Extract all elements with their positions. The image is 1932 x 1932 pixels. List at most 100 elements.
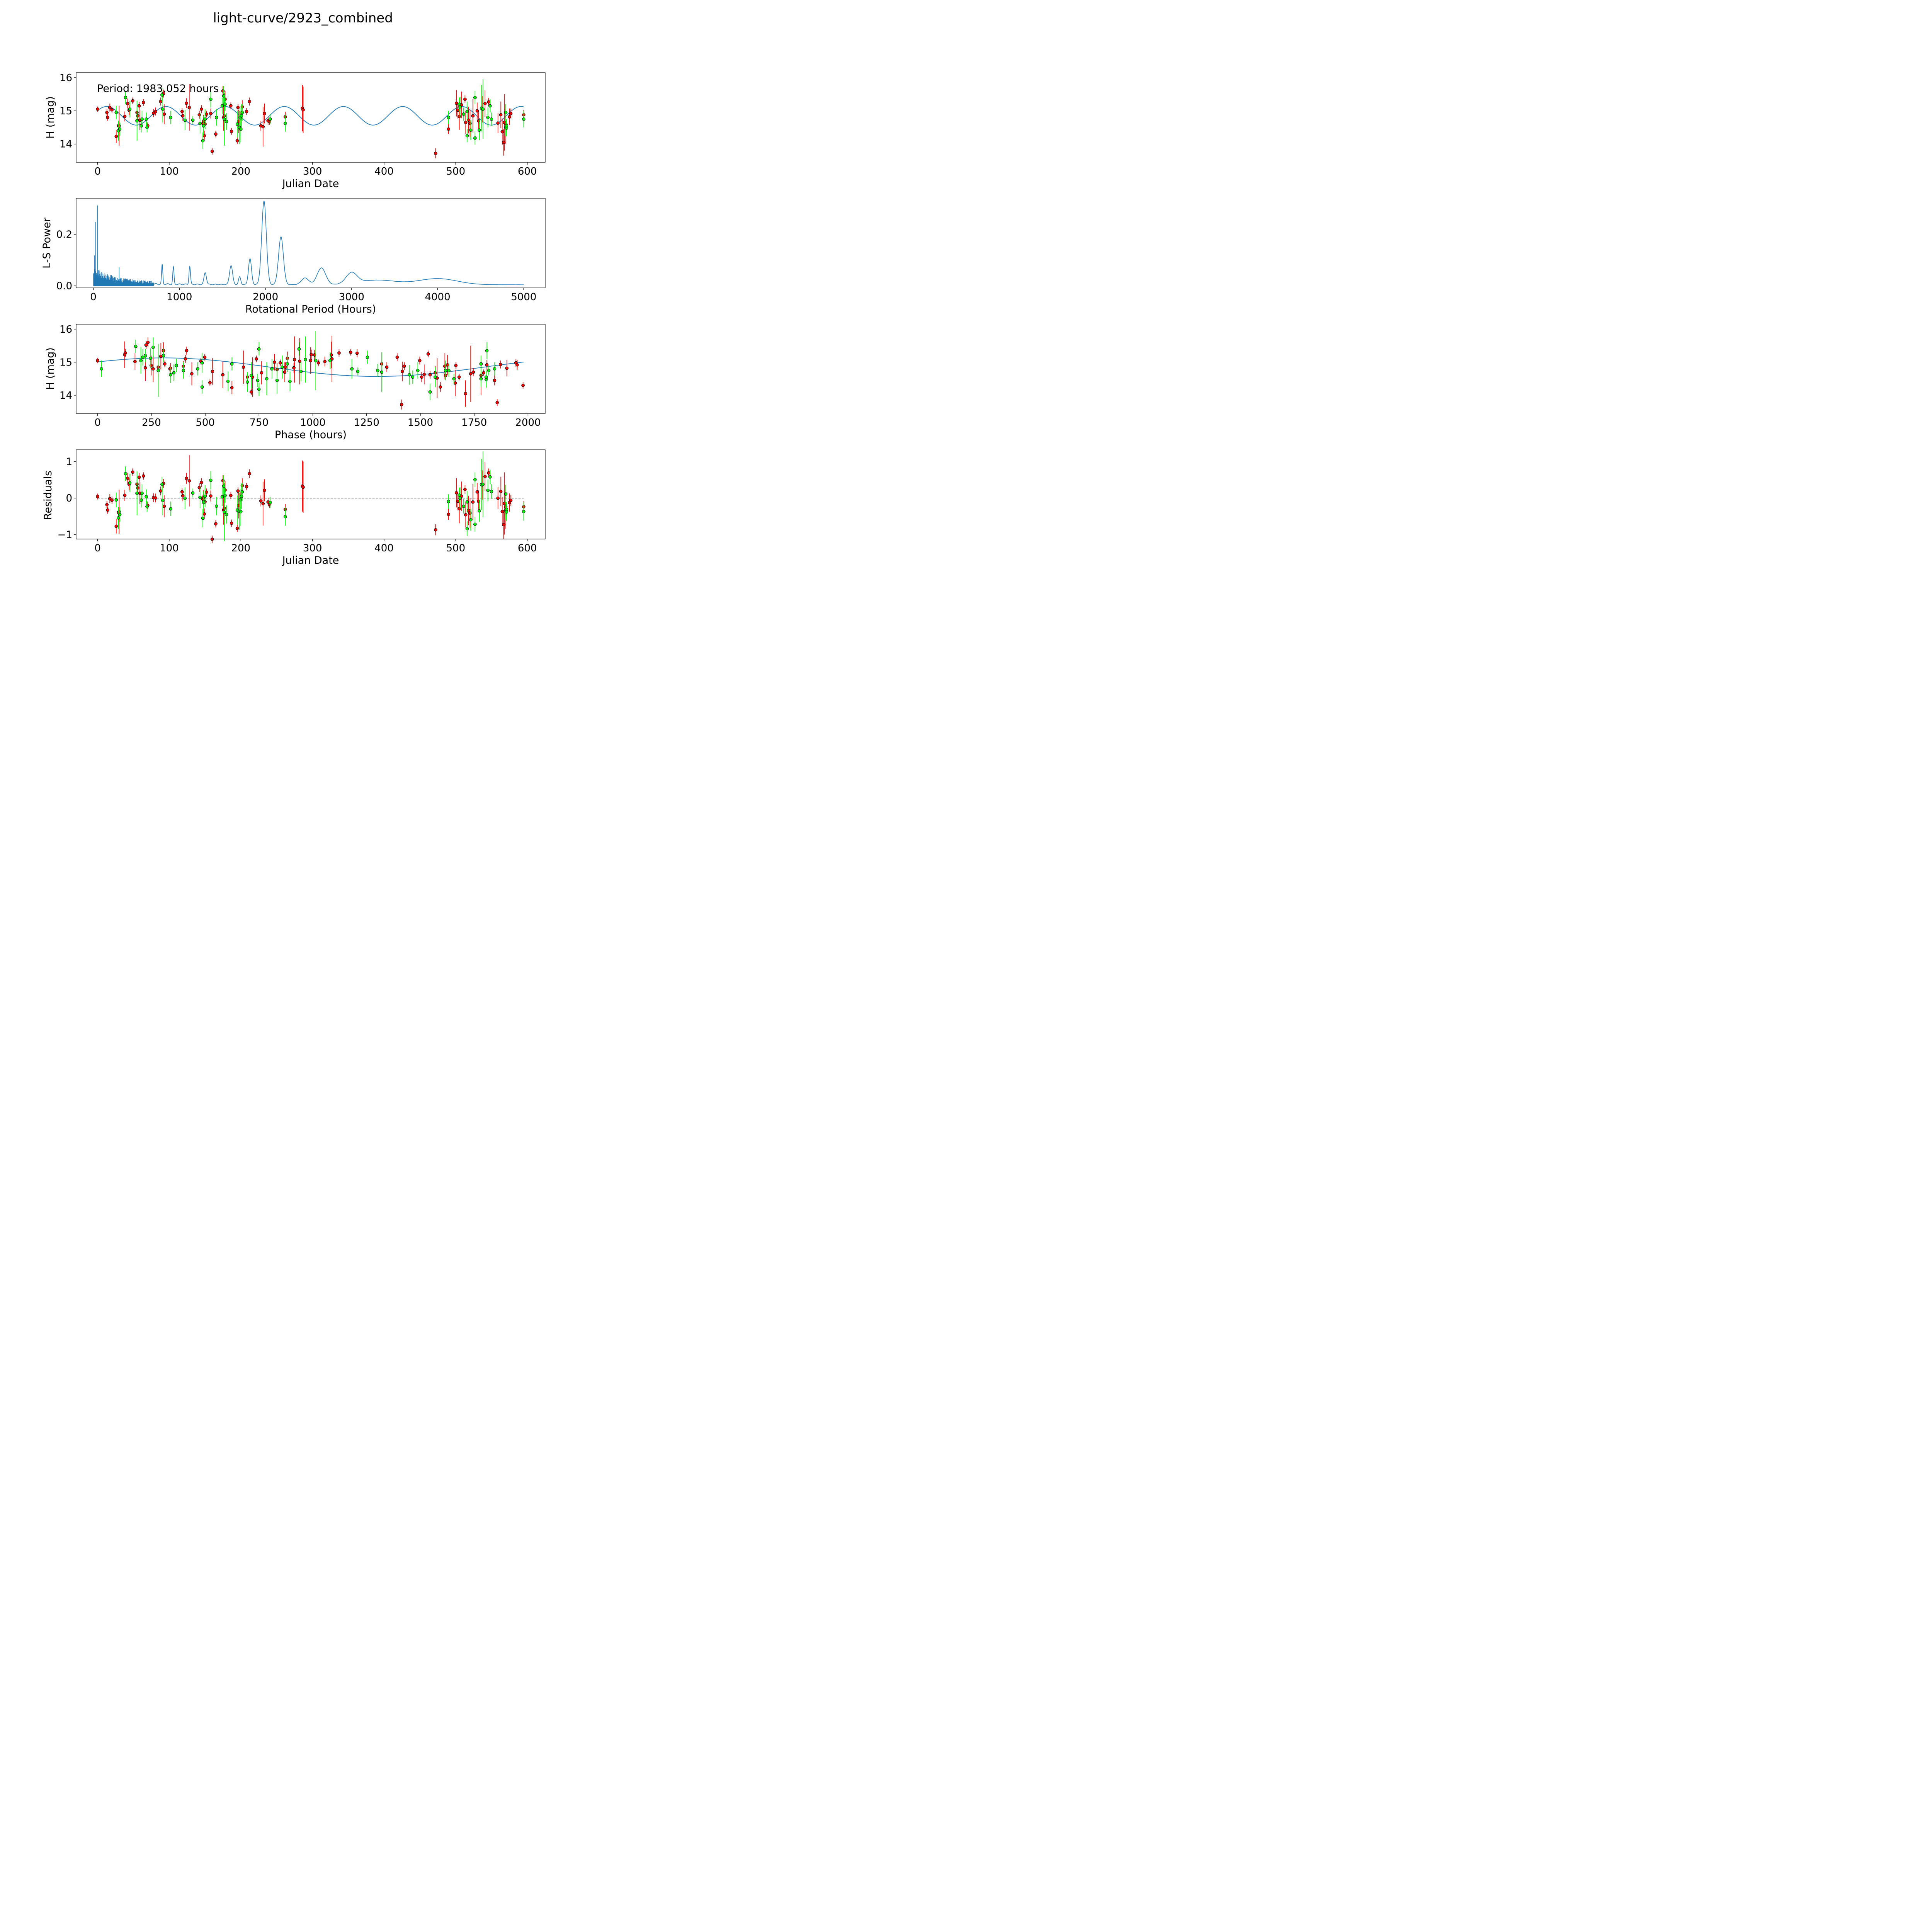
residuals-point — [496, 497, 500, 500]
phased-point — [447, 369, 451, 372]
phased-point — [309, 359, 313, 362]
lightcurve-point — [181, 114, 185, 118]
lightcurve-point — [468, 122, 472, 125]
phased-point — [286, 362, 289, 366]
residuals-point — [180, 490, 184, 494]
phased-xtick-label: 500 — [196, 417, 215, 429]
phased-point — [270, 367, 274, 371]
phased-point — [355, 351, 359, 355]
lightcurve-point — [131, 99, 134, 103]
residuals-point — [486, 488, 490, 492]
lightcurve-point — [447, 116, 451, 119]
lightcurve-point — [126, 102, 129, 105]
lightcurve-point — [117, 124, 121, 128]
lightcurve-point — [214, 132, 218, 136]
periodogram-xlabel: Rotational Period (Hours) — [245, 303, 376, 315]
phased-point — [245, 380, 249, 384]
lightcurve-point — [135, 119, 139, 122]
lightcurve-point — [237, 120, 241, 123]
residuals-point — [240, 495, 243, 498]
residuals-point — [117, 516, 120, 520]
lightcurve-point — [456, 108, 460, 112]
phased-point — [416, 369, 420, 372]
lightcurve-fit-line — [97, 106, 524, 126]
lightcurve-point — [161, 107, 165, 111]
lightcurve-point — [477, 119, 480, 122]
residuals-panel: 0 100 200 300 400 500 600 −1 0 1 Julian Date Resi… — [42, 449, 546, 566]
phased-point — [200, 361, 204, 365]
lightcurve-point — [114, 134, 118, 138]
lightcurve-points-group — [96, 79, 526, 158]
lightcurve-point — [230, 129, 233, 133]
phased-point — [464, 392, 468, 395]
lightcurve-point — [151, 111, 155, 115]
residuals-point — [169, 507, 172, 511]
lightcurve-point — [464, 121, 468, 124]
periodogram-line-group — [93, 201, 524, 286]
phased-point — [366, 355, 369, 359]
phased-point — [172, 371, 176, 375]
lightcurve-point — [145, 126, 149, 129]
residuals-point — [240, 490, 244, 494]
residuals-point — [220, 495, 224, 499]
residuals-point — [473, 522, 477, 526]
phased-panel: 0 250 500 750 1000 1250 1500 1750 2000 14 15 16 Pha… — [44, 324, 546, 441]
phased-xtick-label: 250 — [142, 417, 161, 429]
residuals-point — [465, 527, 469, 531]
residuals-point — [202, 500, 206, 504]
lightcurve-point — [110, 108, 114, 112]
phased-point — [260, 371, 264, 375]
residuals-point — [202, 512, 206, 516]
phased-point — [275, 379, 279, 382]
phased-point — [304, 358, 307, 361]
phased-point — [444, 369, 447, 372]
lightcurve-point — [471, 114, 475, 118]
residuals-point — [522, 510, 526, 514]
phased-point — [184, 357, 187, 361]
phased-ytick-label: 14 — [60, 390, 72, 401]
lightcurve-point — [209, 97, 213, 101]
phased-point — [376, 369, 379, 372]
phased-point — [249, 374, 253, 377]
phased-point — [143, 354, 147, 357]
phased-point — [422, 372, 426, 376]
phased-point — [515, 363, 519, 367]
phased-point — [134, 345, 138, 348]
lightcurve-point — [205, 112, 208, 116]
lightcurve-point — [209, 112, 213, 115]
lightcurve-point — [462, 112, 466, 116]
phased-point — [316, 361, 320, 365]
lightcurve-ylabel: H (mag) — [44, 96, 56, 139]
lightcurve-point — [160, 93, 164, 97]
lightcurve-point — [159, 100, 163, 104]
phased-xtick-label: 1000 — [300, 417, 325, 429]
lightcurve-point — [465, 134, 469, 138]
lightcurve-point — [214, 116, 218, 119]
phased-point — [208, 381, 212, 384]
phased-point — [151, 345, 155, 349]
phased-point — [257, 347, 261, 351]
lightcurve-point — [500, 130, 504, 134]
residuals-point — [481, 483, 485, 486]
residuals-point — [135, 492, 139, 495]
phased-point — [272, 361, 276, 364]
lightcurve-point — [458, 105, 462, 109]
phased-point — [443, 364, 447, 368]
lightcurve-point — [191, 118, 195, 122]
phased-point — [146, 340, 150, 344]
residuals-point — [488, 475, 492, 479]
phased-point — [242, 365, 245, 369]
residuals-xtick-label: 200 — [231, 543, 250, 554]
phased-point — [457, 375, 461, 379]
residuals-point — [259, 499, 263, 503]
lightcurve-point — [496, 121, 500, 125]
phased-axes-frame — [76, 324, 546, 414]
phased-point — [395, 355, 399, 359]
residuals-point — [456, 499, 460, 503]
phased-point — [452, 377, 456, 381]
residuals-point — [140, 492, 144, 495]
residuals-point — [201, 516, 205, 520]
residuals-point — [499, 490, 503, 493]
periodogram-ytick-label: 0.2 — [56, 229, 72, 240]
lightcurve-point — [467, 118, 470, 122]
